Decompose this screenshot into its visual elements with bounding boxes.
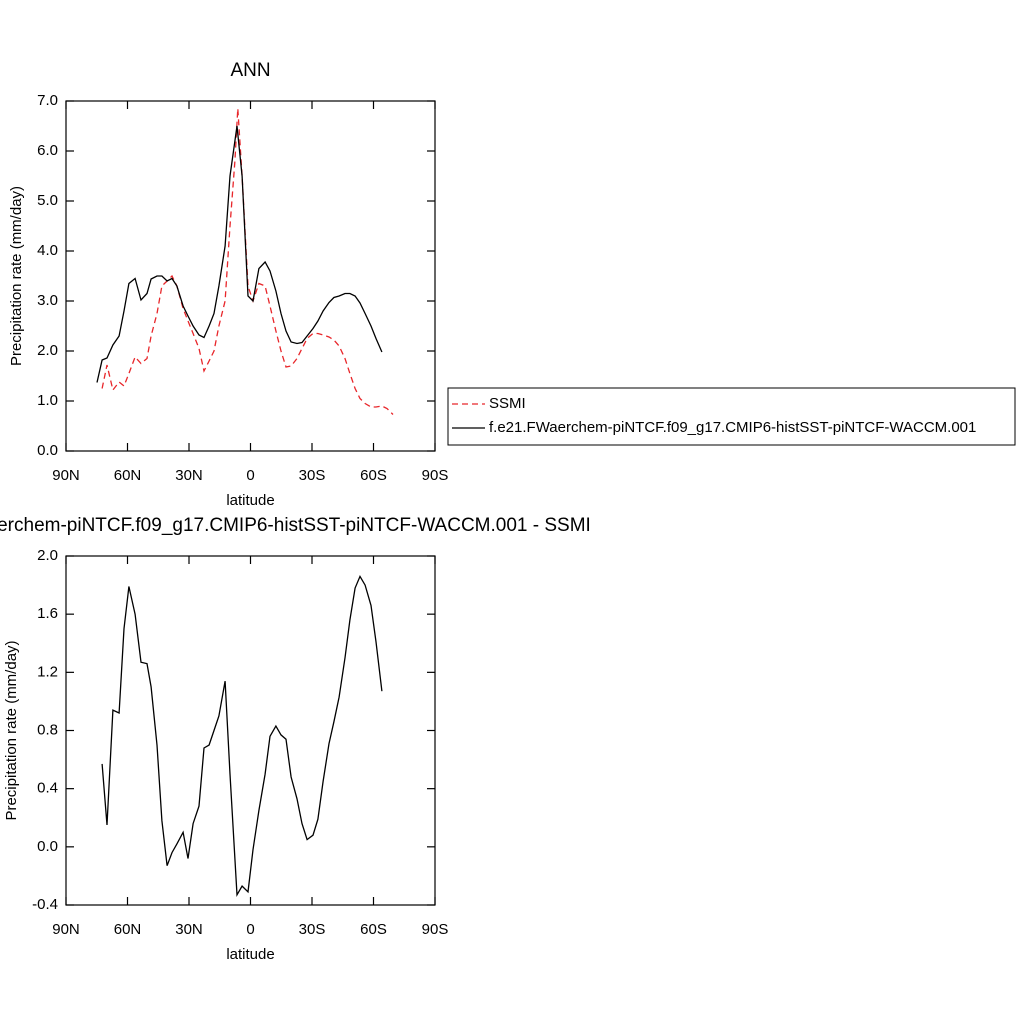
y-axis-label: Precipitation rate (mm/day) [8, 186, 25, 366]
y-tick-label: 0.4 [37, 780, 58, 797]
x-tick-label: 90N [52, 921, 80, 938]
x-tick-label: 30S [299, 921, 326, 938]
x-axis-label: latitude [226, 946, 274, 963]
y-tick-label: 7.0 [37, 92, 58, 109]
x-tick-label: 60S [360, 467, 387, 484]
legend-box [447, 387, 1016, 446]
x-tick-label: 60S [360, 921, 387, 938]
x-tick-label: 90S [422, 921, 449, 938]
y-tick-label: 1.6 [37, 605, 58, 622]
y-tick-label: 6.0 [37, 142, 58, 159]
y-tick-label: 5.0 [37, 192, 58, 209]
y-tick-label: -0.4 [32, 896, 58, 913]
y-tick-label: 0.0 [37, 442, 58, 459]
plot-frame [65, 555, 436, 906]
data-line [101, 108, 394, 415]
x-tick-label: 30S [299, 467, 326, 484]
x-axis-label: latitude [226, 492, 274, 509]
x-tick-label: 0 [246, 921, 254, 938]
x-tick-label: 30N [175, 921, 203, 938]
y-tick-label: 1.2 [37, 663, 58, 680]
x-tick-label: 90S [422, 467, 449, 484]
y-axis-label: Precipitation rate (mm/day) [3, 640, 20, 820]
data-line [101, 574, 383, 897]
x-tick-label: 60N [114, 467, 142, 484]
chart-title: f.e21.FWaerchem-piNTCF.f09_g17.CMIP6-his… [0, 515, 591, 536]
plot-frame [65, 100, 436, 452]
data-line [96, 125, 383, 383]
y-tick-label: 4.0 [37, 242, 58, 259]
y-tick-label: 2.0 [37, 342, 58, 359]
legend-label: f.e21.FWaerchem-piNTCF.f09_g17.CMIP6-his… [489, 419, 976, 436]
y-tick-label: 0.0 [37, 838, 58, 855]
x-tick-label: 0 [246, 467, 254, 484]
y-tick-label: 0.8 [37, 721, 58, 738]
y-tick-label: 3.0 [37, 292, 58, 309]
x-tick-label: 60N [114, 921, 142, 938]
x-tick-label: 90N [52, 467, 80, 484]
y-tick-label: 1.0 [37, 392, 58, 409]
legend-label: SSMI [489, 395, 526, 412]
y-tick-label: 2.0 [37, 547, 58, 564]
chart-title: ANN [230, 60, 270, 81]
x-tick-label: 30N [175, 467, 203, 484]
